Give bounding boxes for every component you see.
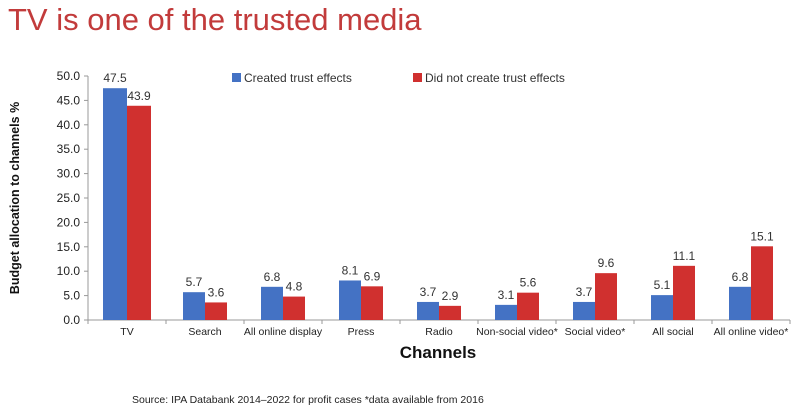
- x-tick-label: Radio: [425, 326, 453, 338]
- data-label: 11.1: [673, 249, 696, 263]
- source-note: Source: IPA Databank 2014–2022 for profi…: [132, 394, 484, 406]
- data-label: 9.6: [598, 256, 615, 270]
- x-tick-label: Search: [188, 326, 221, 338]
- legend-label-not-created: Did not create trust effects: [425, 71, 565, 85]
- x-tick-label: All social: [652, 326, 693, 338]
- x-tick-label: All online video*: [714, 326, 789, 338]
- bars: 47.543.9 5.7 3.6 6.8 4.8 8.1 6.9 3.7 2.9 3.1 5.6 3.…: [103, 71, 774, 320]
- bar-not-created: [517, 292, 539, 320]
- bar-not-created: [205, 302, 227, 320]
- x-tick-label: Non-social video*: [476, 326, 558, 338]
- y-tick-label: 35.0: [57, 142, 81, 156]
- data-label: 6.8: [732, 270, 749, 284]
- data-label: 3.7: [576, 285, 593, 299]
- y-tick-label: 40.0: [57, 118, 81, 132]
- bar-created: [417, 301, 439, 320]
- data-label: 3.1: [498, 288, 515, 302]
- y-tick-label: 10.0: [57, 264, 81, 278]
- bar-not-created: [283, 296, 305, 320]
- bar-not-created: [127, 105, 151, 320]
- data-label: 43.9: [127, 89, 151, 103]
- x-axis-label: Channels: [400, 343, 477, 362]
- y-tick-label: 45.0: [57, 93, 81, 107]
- data-label: 6.8: [264, 270, 281, 284]
- x-tick-label: TV: [120, 326, 133, 338]
- bar-created: [103, 88, 127, 320]
- bar-not-created: [751, 246, 773, 320]
- bar-not-created: [439, 305, 461, 320]
- bar-created: [729, 286, 751, 320]
- legend-swatch-created: [232, 73, 241, 82]
- data-label: 3.7: [420, 285, 437, 299]
- data-label: 2.9: [442, 289, 459, 303]
- y-axis-label: Budget allocation to channels %: [8, 102, 22, 294]
- bar-not-created: [595, 273, 617, 320]
- bar-created: [573, 301, 595, 320]
- data-label: 4.8: [286, 280, 303, 294]
- y-tick-label: 15.0: [57, 240, 81, 254]
- x-tick-label: Press: [348, 326, 375, 338]
- legend-label-created: Created trust effects: [244, 71, 352, 85]
- data-label: 5.7: [186, 275, 203, 289]
- data-label: 3.6: [208, 285, 225, 299]
- y-tick-label: 30.0: [57, 167, 81, 181]
- x-tick-label: All online display: [244, 326, 323, 338]
- data-label: 6.9: [364, 269, 381, 283]
- bar-created: [651, 295, 673, 320]
- y-tick-label: 50.0: [57, 69, 81, 83]
- bar-created: [339, 280, 361, 320]
- legend: Created trust effects Did not create tru…: [232, 71, 565, 85]
- data-label: 15.1: [750, 229, 774, 243]
- bar-created: [495, 304, 517, 320]
- y-tick-label: 0.0: [63, 313, 80, 327]
- y-tick-label: 5.0: [63, 289, 80, 303]
- x-tick-label: Social video*: [565, 326, 626, 338]
- page-title: TV is one of the trusted media: [8, 2, 422, 37]
- data-label: 8.1: [342, 263, 359, 277]
- data-label: 47.5: [103, 71, 127, 85]
- y-tick-label: 20.0: [57, 215, 81, 229]
- y-tick-label: 25.0: [57, 191, 81, 205]
- bar-not-created: [361, 286, 383, 320]
- bar-created: [261, 286, 283, 320]
- data-label: 5.1: [654, 278, 671, 292]
- legend-swatch-not-created: [413, 73, 422, 82]
- bar-created: [183, 292, 205, 320]
- data-label: 5.6: [520, 276, 537, 290]
- bar-not-created: [673, 265, 695, 320]
